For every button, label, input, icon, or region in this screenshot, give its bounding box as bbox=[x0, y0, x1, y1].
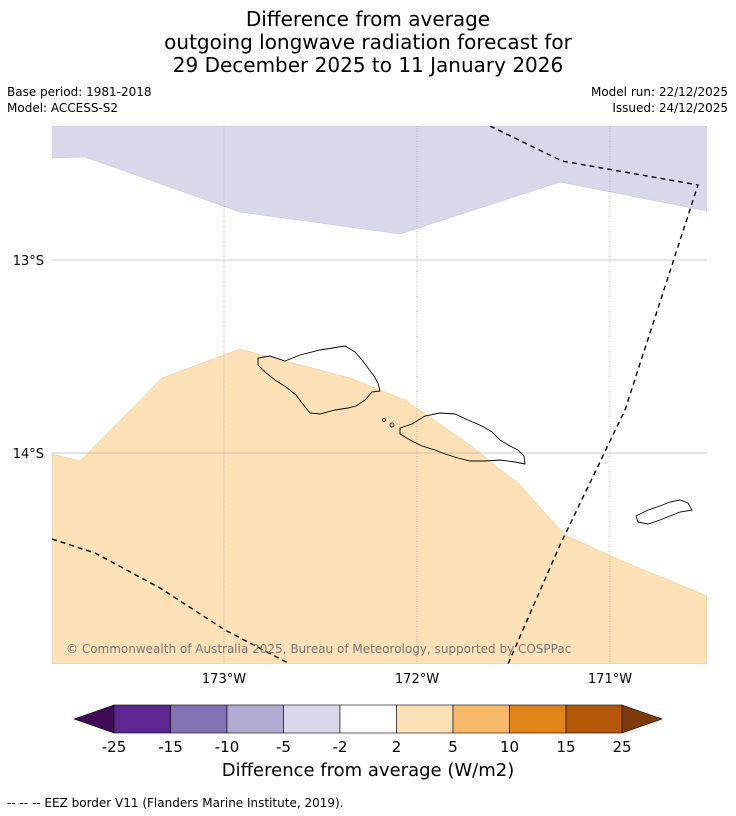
colorbar-tick: -10 bbox=[215, 738, 240, 756]
colorbar-tick: -25 bbox=[102, 738, 127, 756]
lon-label-171w: 171°W bbox=[588, 672, 632, 687]
upolu-island bbox=[399, 412, 526, 465]
meta-right: Model run: 22/12/2025 Issued: 24/12/2025 bbox=[591, 84, 728, 116]
colorbar-swatch bbox=[226, 704, 284, 734]
colorbar-min-arrow bbox=[73, 704, 115, 734]
colorbar-title: Difference from average (W/m2) bbox=[221, 760, 515, 781]
lat-label-13s: 13°S bbox=[13, 254, 44, 269]
colorbar-tick: 15 bbox=[556, 738, 575, 756]
savaii-island bbox=[257, 345, 381, 415]
tutuila-island bbox=[635, 499, 693, 525]
title-line-3: 29 December 2025 to 11 January 2026 bbox=[172, 53, 564, 77]
lon-label-173w: 173°W bbox=[202, 672, 246, 687]
colorbar-tick: 25 bbox=[612, 738, 631, 756]
eez-legend-footer: -- -- -- EEZ border V11 (Flanders Marine… bbox=[7, 796, 344, 810]
colorbar-swatch bbox=[170, 704, 228, 734]
colorbar bbox=[73, 704, 663, 734]
positive-anomaly-region bbox=[52, 348, 707, 664]
gridlines bbox=[52, 126, 707, 664]
title-line-1: Difference from average bbox=[245, 7, 491, 31]
negative-anomaly-region bbox=[52, 126, 707, 235]
colorbar-swatch bbox=[113, 704, 171, 734]
colorbar-tick: -5 bbox=[276, 738, 291, 756]
chart-title: Difference from average outgoing longwav… bbox=[0, 8, 736, 77]
model-run: Model run: 22/12/2025 bbox=[590, 85, 728, 99]
colorbar-swatch bbox=[339, 704, 397, 734]
colorbar-tick: -15 bbox=[158, 738, 183, 756]
title-line-2: outgoing longwave radiation forecast for bbox=[164, 30, 572, 54]
colorbar-swatch bbox=[396, 704, 454, 734]
copyright-text: © Commonwealth of Australia 2025, Bureau… bbox=[66, 642, 571, 656]
forecast-map: © Commonwealth of Australia 2025, Bureau… bbox=[13, 126, 707, 756]
meta-left: Base period: 1981-2018 Model: ACCESS-S2 bbox=[7, 84, 152, 116]
colorbar-tick: 5 bbox=[448, 738, 458, 756]
colorbar-swatch bbox=[509, 704, 567, 734]
model-name: Model: ACCESS-S2 bbox=[7, 101, 119, 115]
issued-date: Issued: 24/12/2025 bbox=[612, 101, 728, 115]
lat-label-14s: 14°S bbox=[13, 447, 44, 462]
colorbar-swatch bbox=[452, 704, 510, 734]
eez-border bbox=[52, 126, 699, 664]
colorbar-tick: -2 bbox=[333, 738, 348, 756]
colorbar-swatch bbox=[283, 704, 341, 734]
colorbar-tick: 10 bbox=[500, 738, 519, 756]
lon-label-172w: 172°W bbox=[395, 672, 439, 687]
colorbar-swatch bbox=[565, 704, 623, 734]
colorbar-tick: 2 bbox=[392, 738, 402, 756]
apolima-island bbox=[382, 418, 386, 422]
colorbar-max-arrow bbox=[621, 704, 663, 734]
colorbar-ticks: -25 -15 -10 -5 -2 2 5 10 15 25 bbox=[102, 738, 632, 756]
manono-island bbox=[389, 422, 395, 428]
base-period: Base period: 1981-2018 bbox=[7, 85, 152, 99]
